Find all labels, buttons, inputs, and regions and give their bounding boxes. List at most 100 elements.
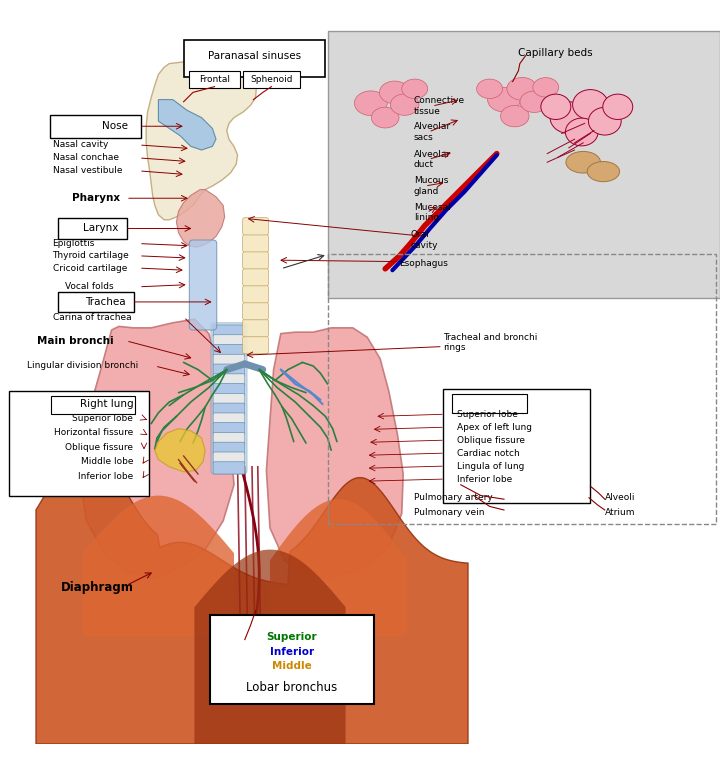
Polygon shape bbox=[146, 61, 256, 220]
Ellipse shape bbox=[588, 108, 621, 135]
Text: Epiglottis: Epiglottis bbox=[53, 239, 95, 248]
Text: Nasal vestibule: Nasal vestibule bbox=[53, 167, 122, 175]
Text: Apex of left lung: Apex of left lung bbox=[457, 422, 532, 432]
FancyBboxPatch shape bbox=[213, 383, 245, 396]
FancyBboxPatch shape bbox=[9, 391, 149, 495]
FancyBboxPatch shape bbox=[213, 413, 245, 425]
Polygon shape bbox=[270, 499, 407, 636]
Polygon shape bbox=[266, 328, 403, 578]
Ellipse shape bbox=[354, 91, 387, 115]
FancyBboxPatch shape bbox=[213, 374, 245, 386]
Text: Superior: Superior bbox=[266, 632, 317, 643]
FancyBboxPatch shape bbox=[243, 71, 300, 88]
Text: Lobar bronchus: Lobar bronchus bbox=[246, 681, 337, 694]
FancyBboxPatch shape bbox=[50, 115, 141, 137]
Text: Sphenoid: Sphenoid bbox=[250, 75, 293, 84]
Text: Left lung: Left lung bbox=[457, 396, 503, 406]
Polygon shape bbox=[158, 100, 216, 150]
FancyBboxPatch shape bbox=[213, 354, 245, 366]
Text: Alveolar
duct: Alveolar duct bbox=[414, 150, 451, 169]
FancyBboxPatch shape bbox=[213, 325, 245, 337]
Text: Vocal folds: Vocal folds bbox=[65, 283, 114, 291]
FancyBboxPatch shape bbox=[243, 269, 269, 286]
FancyBboxPatch shape bbox=[189, 240, 217, 330]
Text: Superior lobe: Superior lobe bbox=[457, 410, 518, 419]
FancyBboxPatch shape bbox=[213, 452, 245, 464]
Ellipse shape bbox=[566, 151, 600, 173]
Polygon shape bbox=[79, 319, 234, 578]
Ellipse shape bbox=[533, 78, 559, 97]
FancyBboxPatch shape bbox=[243, 303, 269, 319]
FancyBboxPatch shape bbox=[243, 286, 269, 303]
FancyBboxPatch shape bbox=[58, 218, 127, 239]
FancyBboxPatch shape bbox=[213, 335, 245, 347]
FancyBboxPatch shape bbox=[211, 323, 247, 474]
FancyBboxPatch shape bbox=[213, 462, 245, 474]
Ellipse shape bbox=[572, 90, 608, 120]
Text: Nasal cavity: Nasal cavity bbox=[53, 141, 108, 150]
Text: Pulmonary artery: Pulmonary artery bbox=[414, 493, 492, 502]
FancyBboxPatch shape bbox=[213, 422, 245, 435]
Text: Frontal: Frontal bbox=[199, 75, 230, 84]
Text: Oral
cavity: Oral cavity bbox=[410, 230, 438, 250]
Ellipse shape bbox=[500, 105, 529, 127]
Text: Lingular division bronchi: Lingular division bronchi bbox=[27, 362, 139, 370]
FancyBboxPatch shape bbox=[213, 393, 245, 406]
Ellipse shape bbox=[379, 81, 410, 104]
FancyBboxPatch shape bbox=[210, 615, 374, 703]
Text: Middle: Middle bbox=[271, 661, 312, 671]
FancyBboxPatch shape bbox=[328, 31, 720, 298]
Text: Paranasal sinuses: Paranasal sinuses bbox=[207, 51, 301, 61]
Text: Middle lobe: Middle lobe bbox=[81, 457, 133, 466]
Text: Pharynx: Pharynx bbox=[72, 194, 120, 204]
Text: Lingula of lung: Lingula of lung bbox=[457, 462, 525, 471]
Ellipse shape bbox=[520, 91, 549, 112]
Ellipse shape bbox=[603, 94, 633, 120]
FancyBboxPatch shape bbox=[443, 389, 590, 503]
Text: Larynx: Larynx bbox=[84, 223, 119, 233]
Ellipse shape bbox=[477, 79, 503, 98]
Ellipse shape bbox=[390, 94, 419, 115]
FancyBboxPatch shape bbox=[213, 364, 245, 376]
Ellipse shape bbox=[550, 102, 588, 134]
Ellipse shape bbox=[507, 78, 537, 100]
FancyBboxPatch shape bbox=[213, 403, 245, 415]
Text: Horizontal fissure: Horizontal fissure bbox=[54, 429, 133, 438]
Ellipse shape bbox=[402, 79, 428, 98]
Polygon shape bbox=[176, 190, 225, 247]
Text: Mucosal
lining: Mucosal lining bbox=[414, 203, 451, 223]
FancyBboxPatch shape bbox=[452, 394, 527, 413]
Polygon shape bbox=[36, 442, 468, 744]
Text: Superior lobe: Superior lobe bbox=[72, 414, 133, 423]
FancyBboxPatch shape bbox=[213, 345, 245, 357]
Ellipse shape bbox=[588, 161, 620, 182]
Text: Nasal conchae: Nasal conchae bbox=[53, 154, 119, 162]
Ellipse shape bbox=[487, 88, 521, 112]
Text: Diaphragm: Diaphragm bbox=[61, 581, 134, 594]
FancyBboxPatch shape bbox=[243, 319, 269, 337]
Text: Nose: Nose bbox=[102, 121, 128, 131]
Text: Capillary beds: Capillary beds bbox=[518, 48, 593, 58]
Polygon shape bbox=[83, 495, 234, 636]
Text: Oblique fissure: Oblique fissure bbox=[457, 435, 525, 445]
Text: Cricoid cartilage: Cricoid cartilage bbox=[53, 263, 127, 273]
Polygon shape bbox=[155, 429, 205, 472]
Text: Pulmonary vein: Pulmonary vein bbox=[414, 508, 485, 517]
Text: Cardiac notch: Cardiac notch bbox=[457, 449, 520, 458]
Text: Inferior: Inferior bbox=[269, 647, 314, 657]
Text: Atrium: Atrium bbox=[605, 508, 635, 517]
Text: Alveolar
sacs: Alveolar sacs bbox=[414, 122, 451, 142]
FancyBboxPatch shape bbox=[213, 442, 245, 455]
Ellipse shape bbox=[565, 118, 598, 146]
Text: Inferior lobe: Inferior lobe bbox=[78, 472, 133, 481]
Text: Inferior lobe: Inferior lobe bbox=[457, 475, 513, 484]
Ellipse shape bbox=[372, 108, 399, 128]
Polygon shape bbox=[194, 550, 346, 744]
Ellipse shape bbox=[541, 94, 571, 120]
FancyBboxPatch shape bbox=[213, 432, 245, 445]
Text: Thyroid cartilage: Thyroid cartilage bbox=[53, 251, 130, 260]
Text: Right lung: Right lung bbox=[80, 399, 133, 409]
FancyBboxPatch shape bbox=[243, 217, 269, 235]
FancyBboxPatch shape bbox=[189, 71, 240, 88]
Text: Esophagus: Esophagus bbox=[400, 259, 449, 267]
